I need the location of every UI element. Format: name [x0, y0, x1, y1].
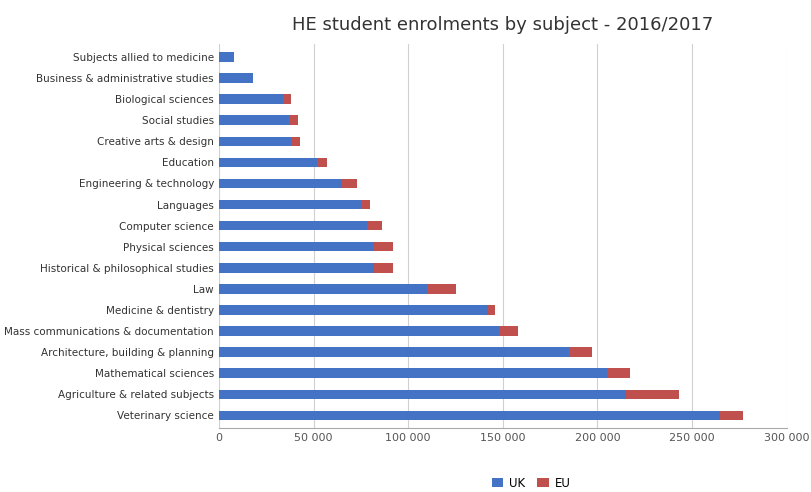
Bar	[219, 200, 361, 209]
Bar	[219, 369, 607, 378]
Bar	[607, 369, 629, 378]
Bar	[219, 347, 569, 357]
Bar	[720, 411, 743, 420]
Bar	[499, 326, 518, 336]
Bar	[427, 284, 456, 294]
Bar	[219, 136, 291, 146]
Bar	[219, 390, 626, 399]
Bar	[626, 390, 679, 399]
Bar	[367, 221, 382, 230]
Bar	[219, 179, 342, 188]
Bar	[374, 242, 393, 251]
Bar	[374, 263, 393, 273]
Bar	[219, 52, 234, 62]
Legend: UK, EU: UK, EU	[487, 472, 576, 492]
Bar	[219, 221, 367, 230]
Bar	[219, 73, 253, 83]
Bar	[219, 157, 317, 167]
Bar	[219, 284, 427, 294]
Bar	[342, 179, 357, 188]
Bar	[219, 305, 487, 315]
Bar	[219, 116, 289, 125]
Bar	[283, 94, 291, 104]
Bar	[219, 242, 374, 251]
Bar	[219, 94, 283, 104]
Bar	[317, 157, 327, 167]
Bar	[569, 347, 592, 357]
Title: HE student enrolments by subject - 2016/2017: HE student enrolments by subject - 2016/…	[292, 16, 714, 34]
Bar	[289, 116, 298, 125]
Bar	[219, 326, 499, 336]
Bar	[361, 200, 371, 209]
Bar	[219, 263, 374, 273]
Bar	[291, 136, 300, 146]
Bar	[219, 411, 720, 420]
Bar	[487, 305, 496, 315]
